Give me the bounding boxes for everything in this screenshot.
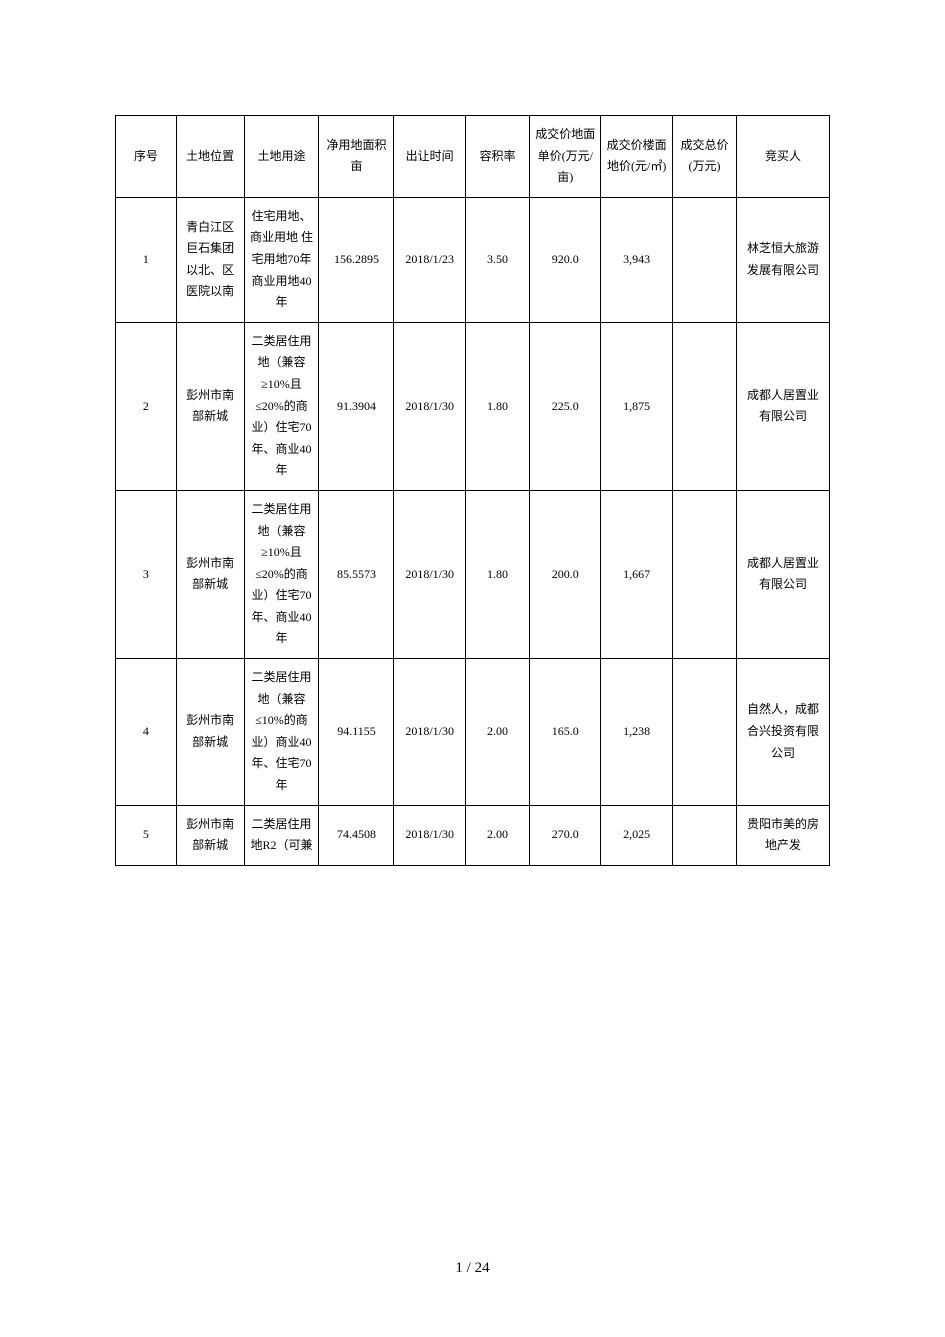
cell-area: 156.2895 xyxy=(319,197,394,322)
cell-floor-price: 1,667 xyxy=(601,490,672,658)
cell-ratio: 3.50 xyxy=(465,197,529,322)
cell-area: 94.1155 xyxy=(319,659,394,806)
cell-unit-price: 225.0 xyxy=(530,322,601,490)
cell-buyer: 自然人，成都合兴投资有限公司 xyxy=(737,659,830,806)
cell-date: 2018/1/30 xyxy=(394,659,465,806)
cell-date: 2018/1/30 xyxy=(394,805,465,865)
cell-unit-price: 270.0 xyxy=(530,805,601,865)
cell-purpose: 二类居住用地（兼容≤10%的商业）商业40年、住宅70年 xyxy=(244,659,319,806)
cell-location: 彭州市南部新城 xyxy=(176,322,244,490)
cell-date: 2018/1/30 xyxy=(394,490,465,658)
header-ratio: 容积率 xyxy=(465,116,529,198)
cell-location: 彭州市南部新城 xyxy=(176,659,244,806)
table-row: 3 彭州市南部新城 二类居住用地（兼容≥10%且≤20%的商业）住宅70年、商业… xyxy=(116,490,830,658)
cell-floor-price: 3,943 xyxy=(601,197,672,322)
header-seq: 序号 xyxy=(116,116,177,198)
cell-location: 彭州市南部新城 xyxy=(176,805,244,865)
cell-ratio: 1.80 xyxy=(465,322,529,490)
cell-total-price xyxy=(672,490,736,658)
cell-floor-price: 1,238 xyxy=(601,659,672,806)
cell-buyer: 成都人居置业有限公司 xyxy=(737,490,830,658)
cell-floor-price: 2,025 xyxy=(601,805,672,865)
cell-area: 91.3904 xyxy=(319,322,394,490)
cell-seq: 3 xyxy=(116,490,177,658)
cell-location: 青白江区巨石集团以北、区医院以南 xyxy=(176,197,244,322)
header-location: 土地位置 xyxy=(176,116,244,198)
cell-area: 74.4508 xyxy=(319,805,394,865)
header-unit-price: 成交价地面单价(万元/亩) xyxy=(530,116,601,198)
cell-location: 彭州市南部新城 xyxy=(176,490,244,658)
table-row: 2 彭州市南部新城 二类居住用地（兼容≥10%且≤20%的商业）住宅70年、商业… xyxy=(116,322,830,490)
cell-ratio: 1.80 xyxy=(465,490,529,658)
land-transaction-table: 序号 土地位置 土地用途 净用地面积亩 出让时间 容积率 成交价地面单价(万元/… xyxy=(115,115,830,866)
table-row: 4 彭州市南部新城 二类居住用地（兼容≤10%的商业）商业40年、住宅70年 9… xyxy=(116,659,830,806)
cell-buyer: 贵阳市美的房地产发 xyxy=(737,805,830,865)
table-body: 1 青白江区巨石集团以北、区医院以南 住宅用地、商业用地 住宅用地70年 商业用… xyxy=(116,197,830,865)
header-area: 净用地面积亩 xyxy=(319,116,394,198)
cell-seq: 4 xyxy=(116,659,177,806)
header-buyer: 竞买人 xyxy=(737,116,830,198)
cell-purpose: 二类居住用地R2（可兼 xyxy=(244,805,319,865)
cell-total-price xyxy=(672,197,736,322)
cell-ratio: 2.00 xyxy=(465,805,529,865)
table-header-row: 序号 土地位置 土地用途 净用地面积亩 出让时间 容积率 成交价地面单价(万元/… xyxy=(116,116,830,198)
header-purpose: 土地用途 xyxy=(244,116,319,198)
cell-floor-price: 1,875 xyxy=(601,322,672,490)
cell-seq: 2 xyxy=(116,322,177,490)
cell-buyer: 成都人居置业有限公司 xyxy=(737,322,830,490)
header-total-price: 成交总价(万元) xyxy=(672,116,736,198)
table-row: 5 彭州市南部新城 二类居住用地R2（可兼 74.4508 2018/1/30 … xyxy=(116,805,830,865)
cell-area: 85.5573 xyxy=(319,490,394,658)
cell-date: 2018/1/23 xyxy=(394,197,465,322)
page-number: 1 / 24 xyxy=(0,1260,945,1277)
cell-total-price xyxy=(672,659,736,806)
table-row: 1 青白江区巨石集团以北、区医院以南 住宅用地、商业用地 住宅用地70年 商业用… xyxy=(116,197,830,322)
cell-unit-price: 920.0 xyxy=(530,197,601,322)
cell-purpose: 二类居住用地（兼容≥10%且≤20%的商业）住宅70年、商业40年 xyxy=(244,322,319,490)
header-floor-price: 成交价楼面地价(元/㎡) xyxy=(601,116,672,198)
cell-ratio: 2.00 xyxy=(465,659,529,806)
cell-seq: 5 xyxy=(116,805,177,865)
header-date: 出让时间 xyxy=(394,116,465,198)
cell-unit-price: 165.0 xyxy=(530,659,601,806)
cell-purpose: 二类居住用地（兼容≥10%且≤20%的商业）住宅70年、商业40年 xyxy=(244,490,319,658)
cell-seq: 1 xyxy=(116,197,177,322)
cell-unit-price: 200.0 xyxy=(530,490,601,658)
cell-buyer: 林芝恒大旅游发展有限公司 xyxy=(737,197,830,322)
cell-total-price xyxy=(672,322,736,490)
cell-date: 2018/1/30 xyxy=(394,322,465,490)
cell-total-price xyxy=(672,805,736,865)
cell-purpose: 住宅用地、商业用地 住宅用地70年 商业用地40年 xyxy=(244,197,319,322)
